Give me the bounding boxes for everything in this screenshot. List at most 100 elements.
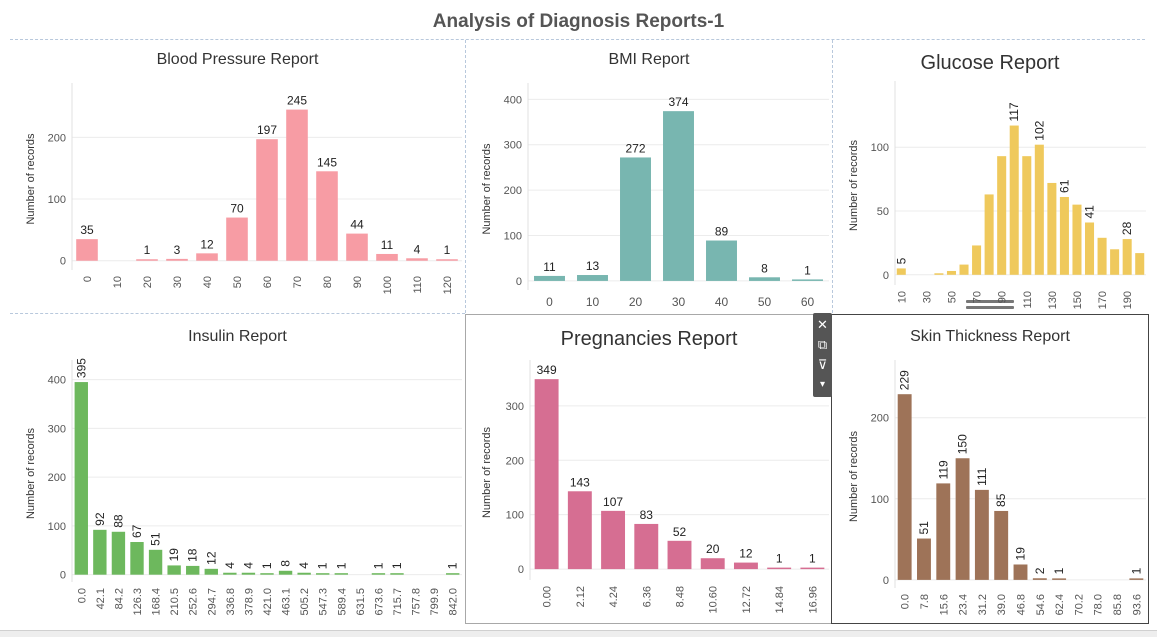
bar [663,111,694,281]
data-label: 67 [130,524,144,538]
x-tick-label: 20 [629,295,643,309]
bar [1022,156,1032,275]
y-axis-label: Number of records [848,139,860,231]
y-tick-label: 0 [883,575,889,587]
bar [934,273,944,275]
more-options-icon[interactable]: ▾ [819,379,826,390]
x-tick-label: 70 [972,291,984,303]
bar [620,157,651,281]
x-tick-label: 12.72 [741,586,753,614]
x-tick-label: 70 [292,276,304,288]
data-label: 1 [334,562,348,569]
bar [896,268,906,275]
bar [204,568,218,575]
divider-left [465,40,466,313]
bar [93,529,107,575]
y-tick-label: 300 [504,140,522,152]
bar [76,239,98,261]
y-tick-label: 100 [871,142,889,154]
x-tick-label: 50 [232,276,244,288]
data-label: 88 [111,514,125,528]
x-tick-label: 10.60 [708,586,720,614]
x-tick-label: 294.7 [206,588,218,616]
drag-handle[interactable] [966,298,1014,312]
chart-title: Glucose Report [921,52,1060,74]
y-tick-label: 400 [48,375,66,387]
x-tick-label: 54.6 [1035,594,1047,615]
data-label: 374 [668,95,688,109]
x-tick-label: 547.3 [318,588,330,616]
close-icon[interactable]: ✕ [817,317,828,332]
y-tick-label: 100 [506,510,524,522]
x-tick-label: 0 [546,295,553,309]
divider-right [832,40,833,313]
top-divider [10,39,1145,40]
y-axis-label: Number of records [481,143,493,235]
x-tick-label: 0.0 [76,588,88,603]
x-tick-label: 336.8 [225,588,237,616]
bar [166,258,188,261]
filter-icon[interactable]: ⊽ [817,357,828,372]
x-tick-label: 170 [1097,291,1109,309]
bar [136,259,158,261]
data-label: 8 [761,261,768,275]
bar [186,565,200,575]
y-axis-label: Number of records [481,426,493,518]
data-label: 117 [1007,102,1021,121]
x-tick-label: 8.48 [675,586,687,607]
bar [1135,253,1145,275]
bar [634,523,659,570]
data-label: 52 [673,525,687,539]
x-tick-label: 4.24 [608,586,620,607]
open-in-new-icon[interactable]: ⧉ [817,337,828,352]
x-tick-label: 10 [586,295,600,309]
bar [1047,182,1057,275]
bar [1085,222,1095,275]
x-tick-label: 50 [758,295,772,309]
data-label: 5 [894,257,908,264]
bar [955,458,970,580]
data-label: 1 [804,263,811,277]
data-label: 150 [956,434,970,454]
bar [946,270,956,275]
bar [700,558,725,570]
x-tick-label: 84.2 [113,588,125,609]
bar [1110,249,1120,275]
x-tick-label: 93.6 [1131,594,1143,615]
bar [974,489,989,580]
y-tick-label: 300 [48,423,66,435]
bar [917,538,931,580]
x-tick-label: 20 [142,276,154,288]
bar [1032,578,1047,580]
x-tick-label: 60 [801,295,815,309]
bar [749,277,780,281]
bar [601,510,626,570]
x-tick-label: 14.84 [774,586,786,614]
x-tick-label: 842.0 [448,588,460,616]
x-tick-label: 15.6 [938,594,950,615]
x-tick-label: 23.4 [958,594,970,615]
data-label: 143 [570,475,590,489]
x-tick-label: 31.2 [977,594,989,615]
x-tick-label: 80 [322,276,334,288]
data-label: 61 [1057,179,1071,193]
x-tick-label: 46.8 [1016,594,1028,615]
x-tick-label: 378.9 [243,588,255,616]
x-tick-label: 62.4 [1054,594,1066,615]
data-label: 12 [200,237,214,251]
data-label: 107 [603,495,623,509]
data-label: 19 [167,548,181,562]
y-tick-label: 200 [871,413,889,425]
data-label: 20 [706,542,720,556]
bar [959,264,969,275]
x-tick-label: 30 [672,295,686,309]
data-label: 92 [93,512,107,526]
data-label: 18 [186,548,200,562]
x-tick-label: 30 [172,276,184,288]
x-tick-label: 505.2 [299,588,311,616]
x-tick-label: 0.0 [900,594,912,609]
x-tick-label: 110 [1022,291,1034,309]
data-label: 1 [260,562,274,569]
chart-title: BMI Report [609,51,690,68]
data-label: 41 [1083,205,1097,219]
